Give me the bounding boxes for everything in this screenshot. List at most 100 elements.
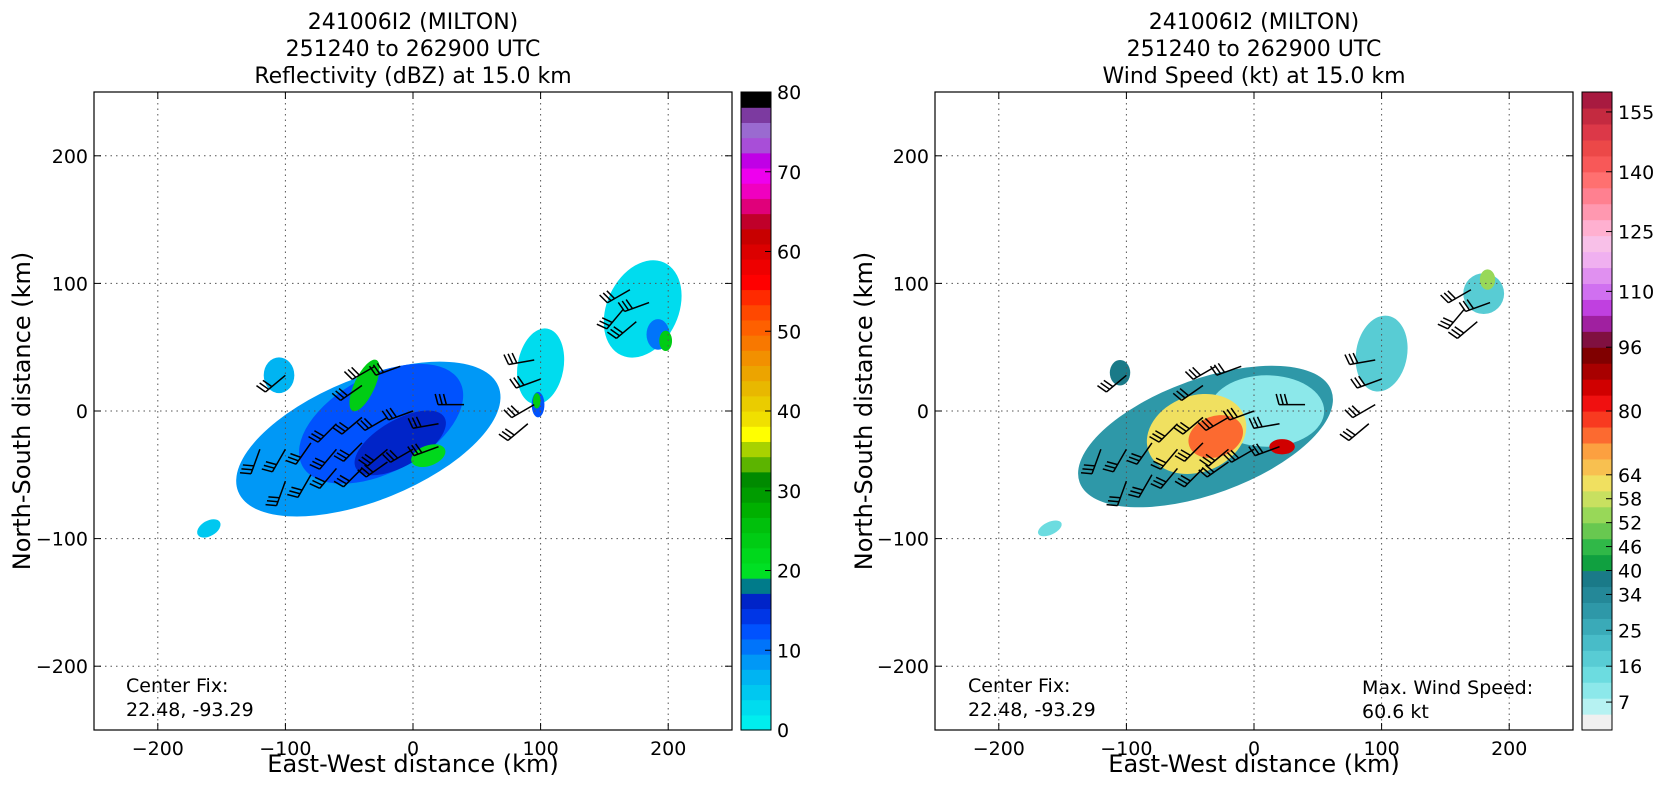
wind-barb [503, 403, 535, 419]
barb-staff [1448, 289, 1472, 304]
colorbar-segment [741, 593, 771, 610]
barb-flag [1342, 430, 1353, 439]
colorbar-segment [741, 243, 771, 260]
barb-flag [1155, 430, 1166, 437]
barb-staff [250, 449, 261, 474]
colorbar-segment [741, 441, 771, 458]
colorbar-segment [741, 654, 771, 670]
barb-flag [242, 464, 254, 467]
colorbar-segment [741, 426, 771, 442]
field-region-ne-blob-green [1479, 269, 1496, 290]
wind-barb [407, 443, 439, 457]
barb-staff [365, 461, 388, 478]
wind-barb [1458, 299, 1491, 313]
colorbar-segment [1582, 395, 1612, 412]
wind-barb [382, 448, 414, 463]
barb-staff [1465, 301, 1491, 313]
barb-flag [1150, 483, 1162, 490]
barb-flag [1153, 460, 1164, 467]
barb-flag [1275, 393, 1280, 405]
barb-flag [263, 464, 275, 469]
colorbar-tick-label: 140 [1618, 162, 1654, 184]
field-region-ne-blob-green [659, 330, 673, 352]
barb-flag [503, 354, 510, 365]
x-tick-label: −100 [1100, 738, 1152, 760]
barb-staff [511, 403, 535, 419]
barb-flag [509, 378, 517, 389]
barb-staff [1158, 423, 1178, 443]
barb-flag [1348, 353, 1355, 365]
wind-barb [1248, 416, 1280, 430]
colorbar-tick-label: 80 [777, 82, 801, 104]
barb-staff [1091, 449, 1102, 474]
barb-flag [1248, 446, 1256, 457]
barb-flag [1347, 407, 1357, 417]
barb-flag [1454, 326, 1465, 334]
center-fix-value: 22.48, -93.29 [126, 699, 254, 721]
colorbar-segment [741, 486, 771, 503]
barb-flag [1230, 407, 1239, 418]
barb-flag [385, 451, 395, 461]
barb-flag [501, 430, 512, 439]
colorbar-segment [741, 456, 771, 473]
wind-barb [358, 448, 388, 467]
reflectivity-panel: 241006I2 (MILTON) 251240 to 262900 UTC R… [8, 10, 801, 778]
colorbar-segment [741, 714, 771, 731]
wind-barb [331, 384, 363, 402]
barb-flag [339, 474, 350, 482]
barb-flag [357, 469, 367, 478]
colorbar-segment [1582, 506, 1612, 524]
barb-staff [295, 442, 312, 465]
wind-barb [309, 467, 338, 490]
barb-staff [1254, 446, 1280, 457]
barb-flag [625, 299, 634, 310]
barb-staff [412, 423, 439, 430]
colorbar-tick-label: 30 [777, 481, 801, 503]
barb-flag [1354, 377, 1362, 387]
wind-barb [596, 308, 625, 330]
barb-flag [411, 444, 419, 455]
barb-flag [372, 364, 381, 375]
barb-staff [341, 416, 363, 435]
barb-flag [1252, 417, 1259, 428]
barb-flag [285, 459, 297, 465]
colorbar-segment [741, 137, 771, 154]
barb-flag [1188, 368, 1198, 378]
y-axis-label: North-South distance (km) [8, 252, 36, 571]
barb-flag [358, 459, 368, 467]
colorbar-segment [741, 92, 771, 108]
barb-flag [1205, 453, 1216, 462]
colorbar-tick-label: 40 [1618, 561, 1642, 583]
colorbar-segment [1582, 347, 1612, 364]
colorbar-segment [1582, 171, 1612, 189]
colorbar-segment [741, 152, 771, 169]
barb-flag [1174, 455, 1185, 462]
barb-flag [1153, 479, 1164, 486]
center-fix-value: 22.48, -93.29 [968, 699, 1096, 721]
barb-staff [1136, 442, 1153, 465]
barb-flag [1100, 382, 1111, 390]
barb-flag [1226, 409, 1235, 419]
colorbar-segment [741, 502, 771, 518]
barb-staff [275, 480, 287, 506]
colorbar-segment [741, 228, 771, 245]
colorbar-segment [1582, 283, 1612, 300]
barb-flag [338, 421, 349, 430]
colorbar-segment [1582, 155, 1612, 173]
barb-staff [1206, 461, 1229, 478]
colorbar-segment [1582, 650, 1612, 667]
barb-flag [503, 409, 513, 419]
barb-flag [339, 449, 350, 457]
barb-flag [385, 409, 394, 419]
y-tick-label: 0 [917, 401, 929, 423]
barb-flag [1351, 405, 1361, 414]
barb-flag [613, 326, 624, 334]
y-tick-label: −200 [877, 656, 929, 678]
wind-speed-y-ticks: −200 −100 0 100 200 [877, 146, 1573, 678]
barb-staff [317, 423, 337, 443]
x-tick-label: 200 [1491, 738, 1527, 760]
field-region-ne-blob [603, 260, 682, 358]
wind-barb [1172, 384, 1204, 402]
wind-barb [309, 448, 338, 470]
barb-staff [1138, 474, 1153, 498]
